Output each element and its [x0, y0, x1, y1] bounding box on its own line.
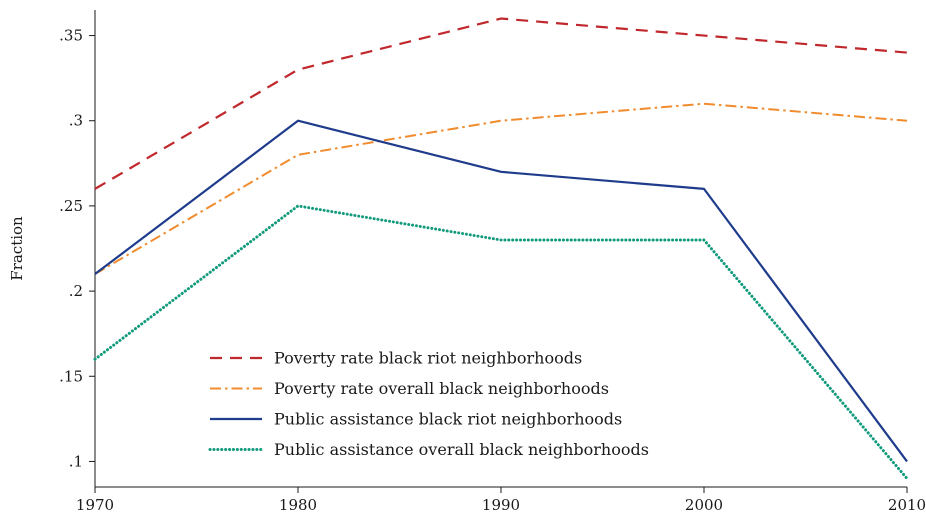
legend: Poverty rate black riot neighborhoods Pov… — [208, 349, 649, 459]
x-tick-label: 2010 — [888, 496, 926, 514]
y-axis-title: Fraction — [8, 216, 26, 281]
legend-label-3: Public assistance black riot neighborhoo… — [274, 410, 622, 429]
y-tick-label: .15 — [59, 367, 83, 385]
legend-label-4: Public assistance overall black neighbor… — [274, 440, 649, 459]
series-line-2 — [94, 102, 908, 275]
y-tick-label: .25 — [59, 197, 83, 215]
x-tick-label: 2000 — [685, 496, 723, 514]
x-ticks: 1970 1980 1990 2000 2010 — [76, 487, 926, 514]
x-tick-label: 1990 — [482, 496, 520, 514]
y-tick-label: .35 — [59, 27, 83, 45]
series-lines — [93, 17, 909, 480]
legend-label-2: Poverty rate overall black neighborhoods — [274, 379, 609, 398]
series-line-3 — [94, 119, 908, 463]
series-line-4 — [93, 204, 909, 480]
x-tick-label: 1970 — [76, 496, 114, 514]
y-ticks: .1 .15 .2 .25 .3 .35 — [59, 27, 95, 470]
y-tick-label: .2 — [69, 282, 83, 300]
axes: .1 .15 .2 .25 .3 .35 1970 1980 1990 2000 2010 Fra… — [8, 10, 926, 514]
legend-label-1: Poverty rate black riot neighborhoods — [274, 349, 582, 368]
x-tick-label: 1980 — [279, 496, 317, 514]
y-tick-label: .3 — [69, 112, 83, 130]
series-line-1 — [94, 17, 908, 190]
y-tick-label: .1 — [69, 452, 83, 470]
